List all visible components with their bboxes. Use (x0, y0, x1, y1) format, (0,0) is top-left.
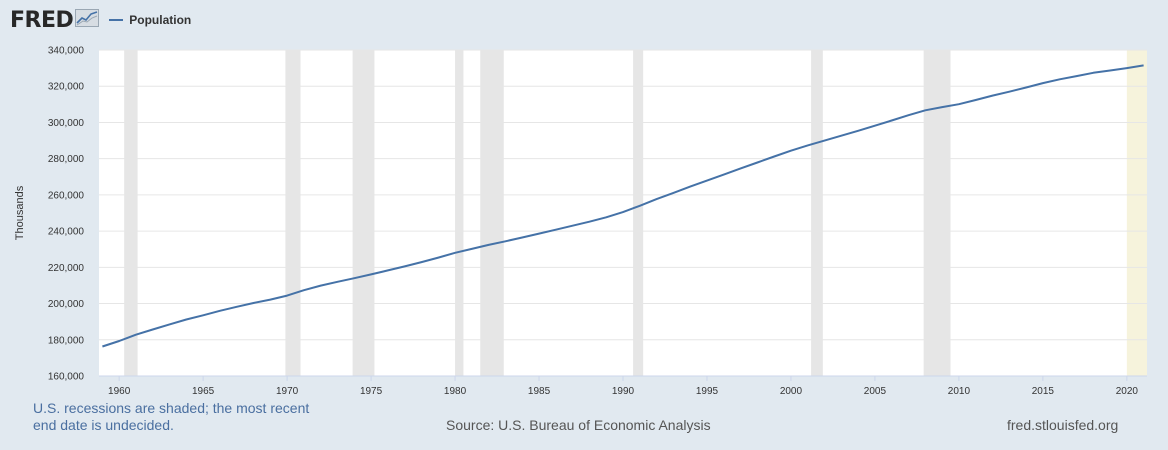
legend: Population (109, 13, 191, 27)
x-tick-label: 1985 (528, 386, 551, 395)
y-tick-label: 240,000 (48, 227, 85, 238)
undecided-recession-band (1126, 50, 1147, 376)
line-chart: 160,000 180,000 200,000 220,000 240,000 260,0… (14, 46, 1147, 395)
legend-swatch (109, 19, 124, 21)
y-tick-label: 340,000 (48, 46, 85, 57)
recession-band (352, 50, 375, 376)
site-link[interactable]: fred.stlouisfed.org (1007, 417, 1119, 433)
x-tick-label: 1965 (192, 386, 215, 395)
fred-logo[interactable]: FRED (10, 7, 74, 33)
x-tick-label: 2005 (864, 386, 887, 395)
x-tick-label: 1990 (612, 386, 635, 395)
recession-band (124, 50, 138, 376)
recession-band (811, 50, 823, 376)
y-tick-label: 320,000 (48, 82, 85, 93)
population-series-line (102, 64, 1144, 348)
y-axis-label: Thousands (14, 185, 26, 240)
source-text: Source: U.S. Bureau of Economic Analysis (446, 417, 711, 433)
y-tick-label: 260,000 (48, 190, 85, 201)
recession-band (923, 50, 951, 376)
recession-band (633, 50, 644, 376)
header: FRED Population (10, 7, 191, 33)
x-tick-label: 1960 (108, 386, 131, 395)
x-tick-label: 2010 (948, 386, 971, 395)
recession-band (285, 50, 301, 376)
x-tick-label: 2020 (1116, 386, 1139, 395)
x-tick-label: 2000 (780, 386, 803, 395)
y-tick-label: 280,000 (48, 154, 85, 165)
y-tick-label: 160,000 (48, 372, 85, 383)
recession-note: U.S. recessions are shaded; the most rec… (33, 400, 310, 433)
x-tick-label: 1980 (444, 386, 467, 395)
y-tick-label: 180,000 (48, 335, 85, 346)
x-tick-label: 1975 (360, 386, 383, 395)
y-tick-label: 220,000 (48, 263, 85, 274)
y-tick-label: 300,000 (48, 118, 85, 129)
x-tick-label: 2015 (1032, 386, 1055, 395)
x-tick-label: 1970 (276, 386, 299, 395)
recession-band (455, 50, 464, 376)
x-tick-label: 1995 (696, 386, 719, 395)
recession-band (480, 50, 504, 376)
chart-trend-icon (75, 8, 100, 32)
legend-label: Population (129, 13, 192, 27)
y-tick-label: 200,000 (48, 299, 85, 310)
